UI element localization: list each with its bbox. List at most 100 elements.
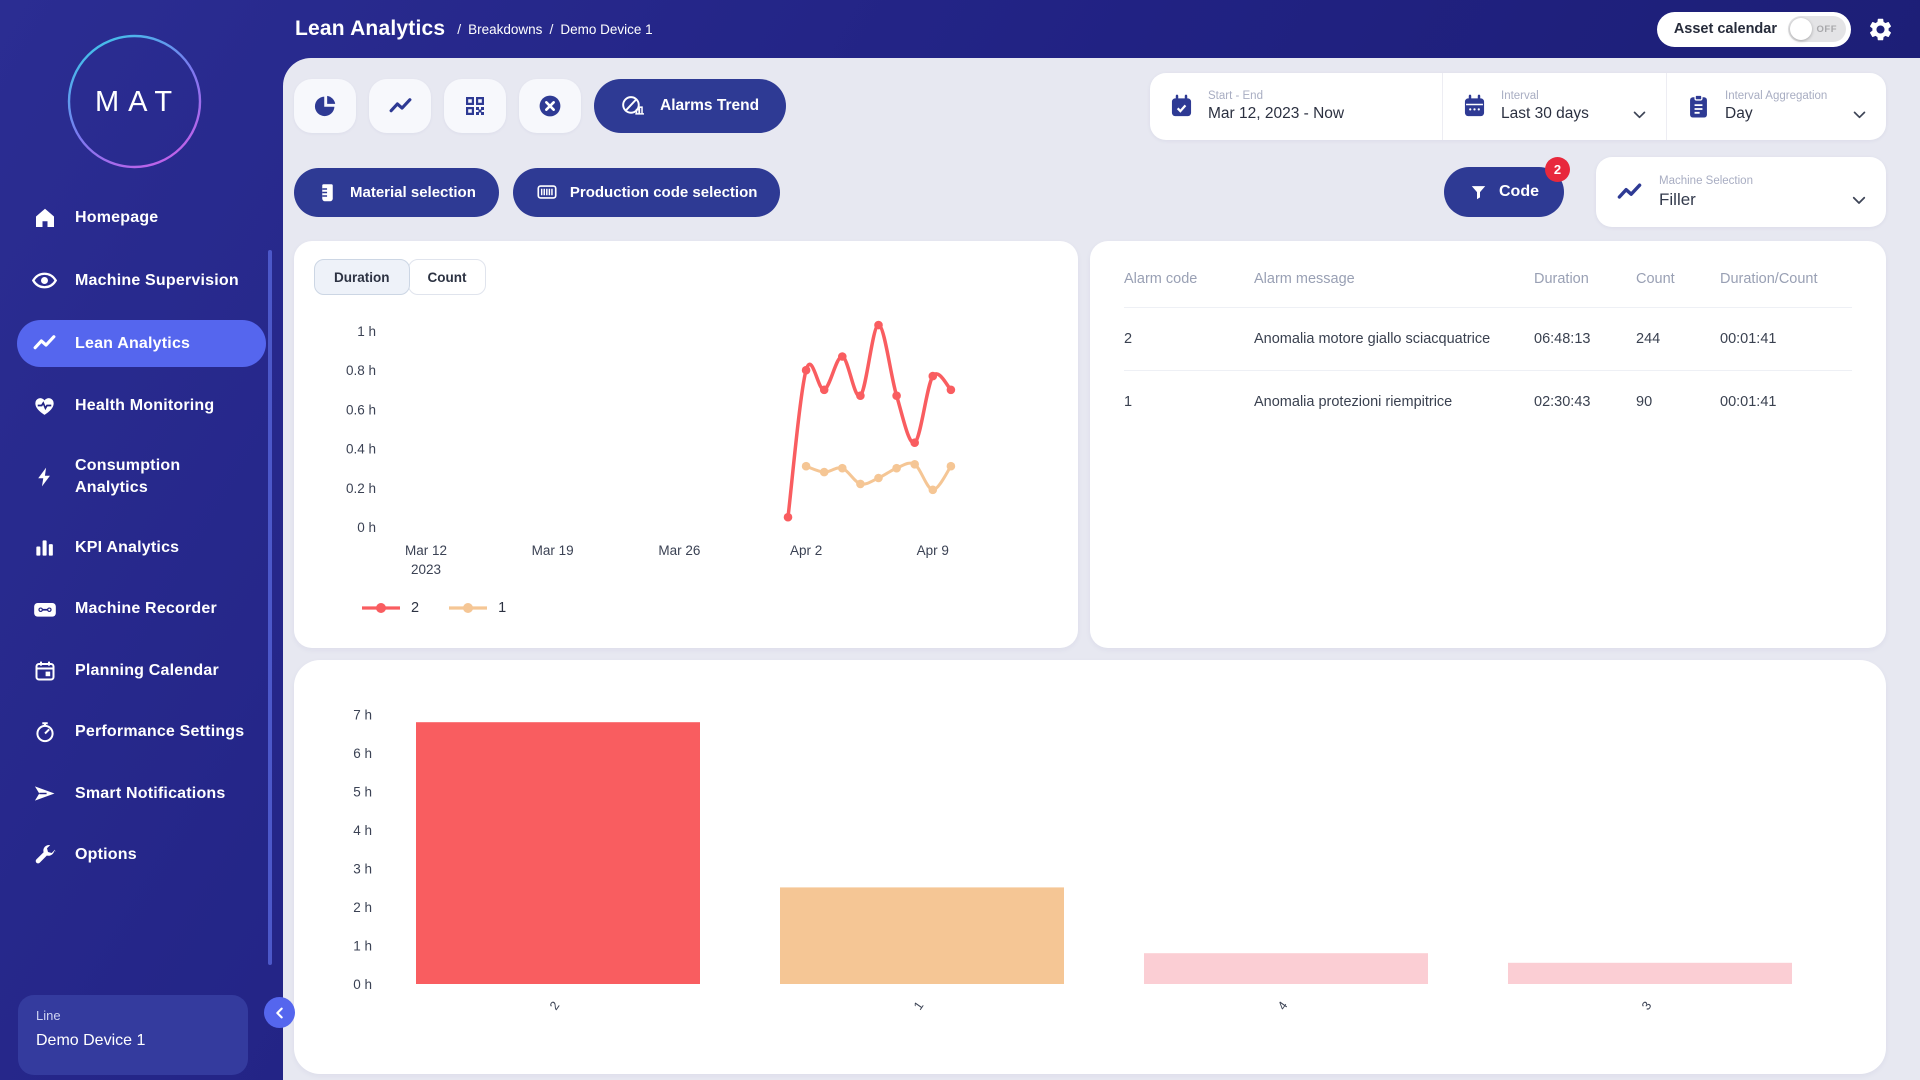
sidebar-item-machine-recorder[interactable]: Machine Recorder	[17, 585, 266, 633]
device-line-label: Line	[36, 1008, 61, 1023]
breadcrumb: / Breakdowns / Demo Device 1	[457, 21, 652, 37]
production-code-selection-button[interactable]: Production code selection	[512, 167, 781, 217]
sidebar-item-label: Health Monitoring	[75, 396, 215, 414]
sidebar-item-performance-settings[interactable]: Performance Settings	[17, 709, 266, 755]
calendar-icon	[1461, 93, 1488, 120]
sidebar-item-options[interactable]: Options	[17, 832, 266, 878]
main-area: Lean Analytics / Breakdowns / Demo Devic…	[283, 0, 1920, 1080]
sidebar-item-health-monitoring[interactable]: Health Monitoring	[17, 382, 266, 429]
close-circle-view-button[interactable]	[519, 79, 581, 133]
sidebar-item-label: Performance Settings	[75, 723, 245, 740]
alarms-trend-card: Duration Count 0 h 0.2 h 0.4 h 0.6 h 0.8 h 1 …	[294, 241, 1078, 648]
material-icon	[317, 182, 338, 203]
clipboard-icon	[1685, 93, 1712, 120]
table-cell: 244	[1636, 331, 1661, 347]
line-chart-icon	[1616, 179, 1643, 206]
legend-marker	[362, 603, 400, 613]
material-selection-label: Material selection	[350, 183, 476, 201]
sidebar-item-lean-analytics[interactable]: Lean Analytics	[17, 320, 266, 367]
start-end-value: Mar 12, 2023 - Now	[1208, 105, 1345, 122]
pie-chart-view-button[interactable]	[294, 79, 356, 133]
sidebar-item-kpi-analytics[interactable]: KPI Analytics	[17, 525, 266, 570]
legend-item-series-1[interactable]: 1	[447, 600, 506, 616]
calendar-icon	[31, 659, 58, 683]
topbar: Lean Analytics / Breakdowns / Demo Devic…	[283, 0, 1920, 58]
content: Alarms Trend Start - End Mar 12, 2023 - …	[283, 58, 1920, 1080]
qr-grid-view-button[interactable]	[444, 79, 506, 133]
sidebar-item-homepage[interactable]: Homepage	[17, 195, 266, 241]
sidebar-nav: Homepage Machine Supervision Lean Analytic…	[0, 195, 283, 878]
sidebar-item-label: Consumption Analytics	[75, 457, 181, 496]
svg-text:1 h: 1 h	[357, 324, 376, 339]
interval-filter[interactable]: Interval Last 30 days	[1442, 73, 1666, 140]
legend-label: 2	[411, 600, 420, 616]
settings-gear-icon[interactable]	[1867, 16, 1894, 43]
machine-selection-dropdown[interactable]: Machine Selection Filler	[1596, 157, 1886, 227]
sidebar-item-machine-supervision[interactable]: Machine Supervision	[17, 256, 266, 305]
svg-text:0.8 h: 0.8 h	[346, 363, 376, 378]
svg-text:0.6 h: 0.6 h	[346, 402, 376, 417]
tab-count[interactable]: Count	[407, 259, 487, 295]
material-selection-button[interactable]: Material selection	[294, 167, 499, 217]
chevron-down-icon	[1851, 106, 1868, 123]
svg-text:4: 4	[1275, 999, 1290, 1013]
table-cell: 90	[1636, 394, 1653, 410]
tab-duration[interactable]: Duration	[314, 259, 410, 295]
line-chart-icon	[31, 331, 58, 356]
aggregation-value: Day	[1725, 105, 1753, 122]
sidebar-item-label: Lean Analytics	[75, 334, 191, 352]
chevron-down-icon	[1631, 106, 1648, 123]
mat-logo-circle: MAT	[67, 34, 202, 169]
alarms-trend-button[interactable]: Alarms Trend	[594, 79, 787, 133]
aggregation-filter[interactable]: Interval Aggregation Day	[1666, 73, 1886, 140]
wrench-icon	[31, 843, 58, 867]
code-filter-button[interactable]: Code 2	[1444, 157, 1570, 217]
sidebar-item-label: Planning Calendar	[75, 662, 219, 679]
alarm-table-card: Alarm code Alarm message Duration Count Dura…	[1090, 241, 1886, 648]
asset-calendar-label: Asset calendar	[1673, 21, 1777, 37]
column-header: Count	[1636, 271, 1675, 287]
breadcrumb-separator: /	[549, 21, 554, 37]
svg-text:3 h: 3 h	[353, 862, 372, 877]
alarm-table-body: 2 Anomalia motore giallo sciacquatrice 06:…	[1124, 307, 1852, 433]
legend-item-series-2[interactable]: 2	[360, 600, 419, 616]
logo-text: MAT	[95, 86, 181, 118]
toggle-knob	[1790, 18, 1812, 40]
sidebar-scrollbar[interactable]	[268, 250, 272, 965]
interval-value: Last 30 days	[1501, 105, 1589, 122]
asset-calendar-toggle[interactable]: OFF	[1788, 16, 1846, 42]
table-cell: 02:30:43	[1534, 394, 1591, 410]
sidebar-item-label: Options	[75, 846, 137, 863]
bar-chart-icon	[31, 536, 58, 559]
asset-calendar-pill: Asset calendar OFF	[1656, 11, 1851, 47]
sidebar-item-smart-notifications[interactable]: Smart Notifications	[17, 770, 266, 817]
start-end-filter[interactable]: Start - End Mar 12, 2023 - Now	[1150, 73, 1442, 140]
chevron-left-icon	[272, 1005, 288, 1021]
alarm-table-header: Alarm code Alarm message Duration Count Dura…	[1124, 241, 1852, 307]
breadcrumb-item-device[interactable]: Demo Device 1	[560, 21, 653, 37]
calendar-check-icon	[1168, 93, 1195, 120]
device-name: Demo Device 1	[36, 1032, 146, 1049]
svg-text:0 h: 0 h	[353, 977, 372, 992]
page-title: Lean Analytics	[295, 17, 446, 40]
table-row[interactable]: 2 Anomalia motore giallo sciacquatrice 06:…	[1124, 307, 1852, 370]
sidebar-item-label: KPI Analytics	[75, 538, 180, 556]
machine-selection-label: Machine Selection	[1659, 174, 1753, 187]
table-cell: 00:01:41	[1720, 331, 1777, 347]
sidebar-item-consumption-analytics[interactable]: Consumption Analytics	[17, 444, 266, 510]
stopwatch-icon	[31, 720, 58, 744]
svg-text:2: 2	[547, 999, 562, 1013]
code-label: Code	[1499, 183, 1539, 200]
line-chart-view-button[interactable]	[369, 79, 431, 133]
sidebar-item-planning-calendar[interactable]: Planning Calendar	[17, 648, 266, 694]
breadcrumb-item-breakdowns[interactable]: Breakdowns	[468, 21, 543, 37]
start-end-label: Start - End	[1208, 90, 1263, 102]
svg-text:7 h: 7 h	[353, 708, 372, 723]
selected-device-card[interactable]: Line Demo Device 1	[18, 995, 248, 1075]
chevron-down-icon	[1850, 191, 1868, 209]
table-cell: Anomalia protezioni riempitrice	[1254, 394, 1453, 410]
sidebar-collapse-button[interactable]	[264, 997, 295, 1028]
alarms-trend-line-chart: 0 h 0.2 h 0.4 h 0.6 h 0.8 h 1 h Mar 12 2023 Mar …	[346, 320, 956, 577]
table-row[interactable]: 1 Anomalia protezioni riempitrice 02:30:43…	[1124, 370, 1852, 433]
